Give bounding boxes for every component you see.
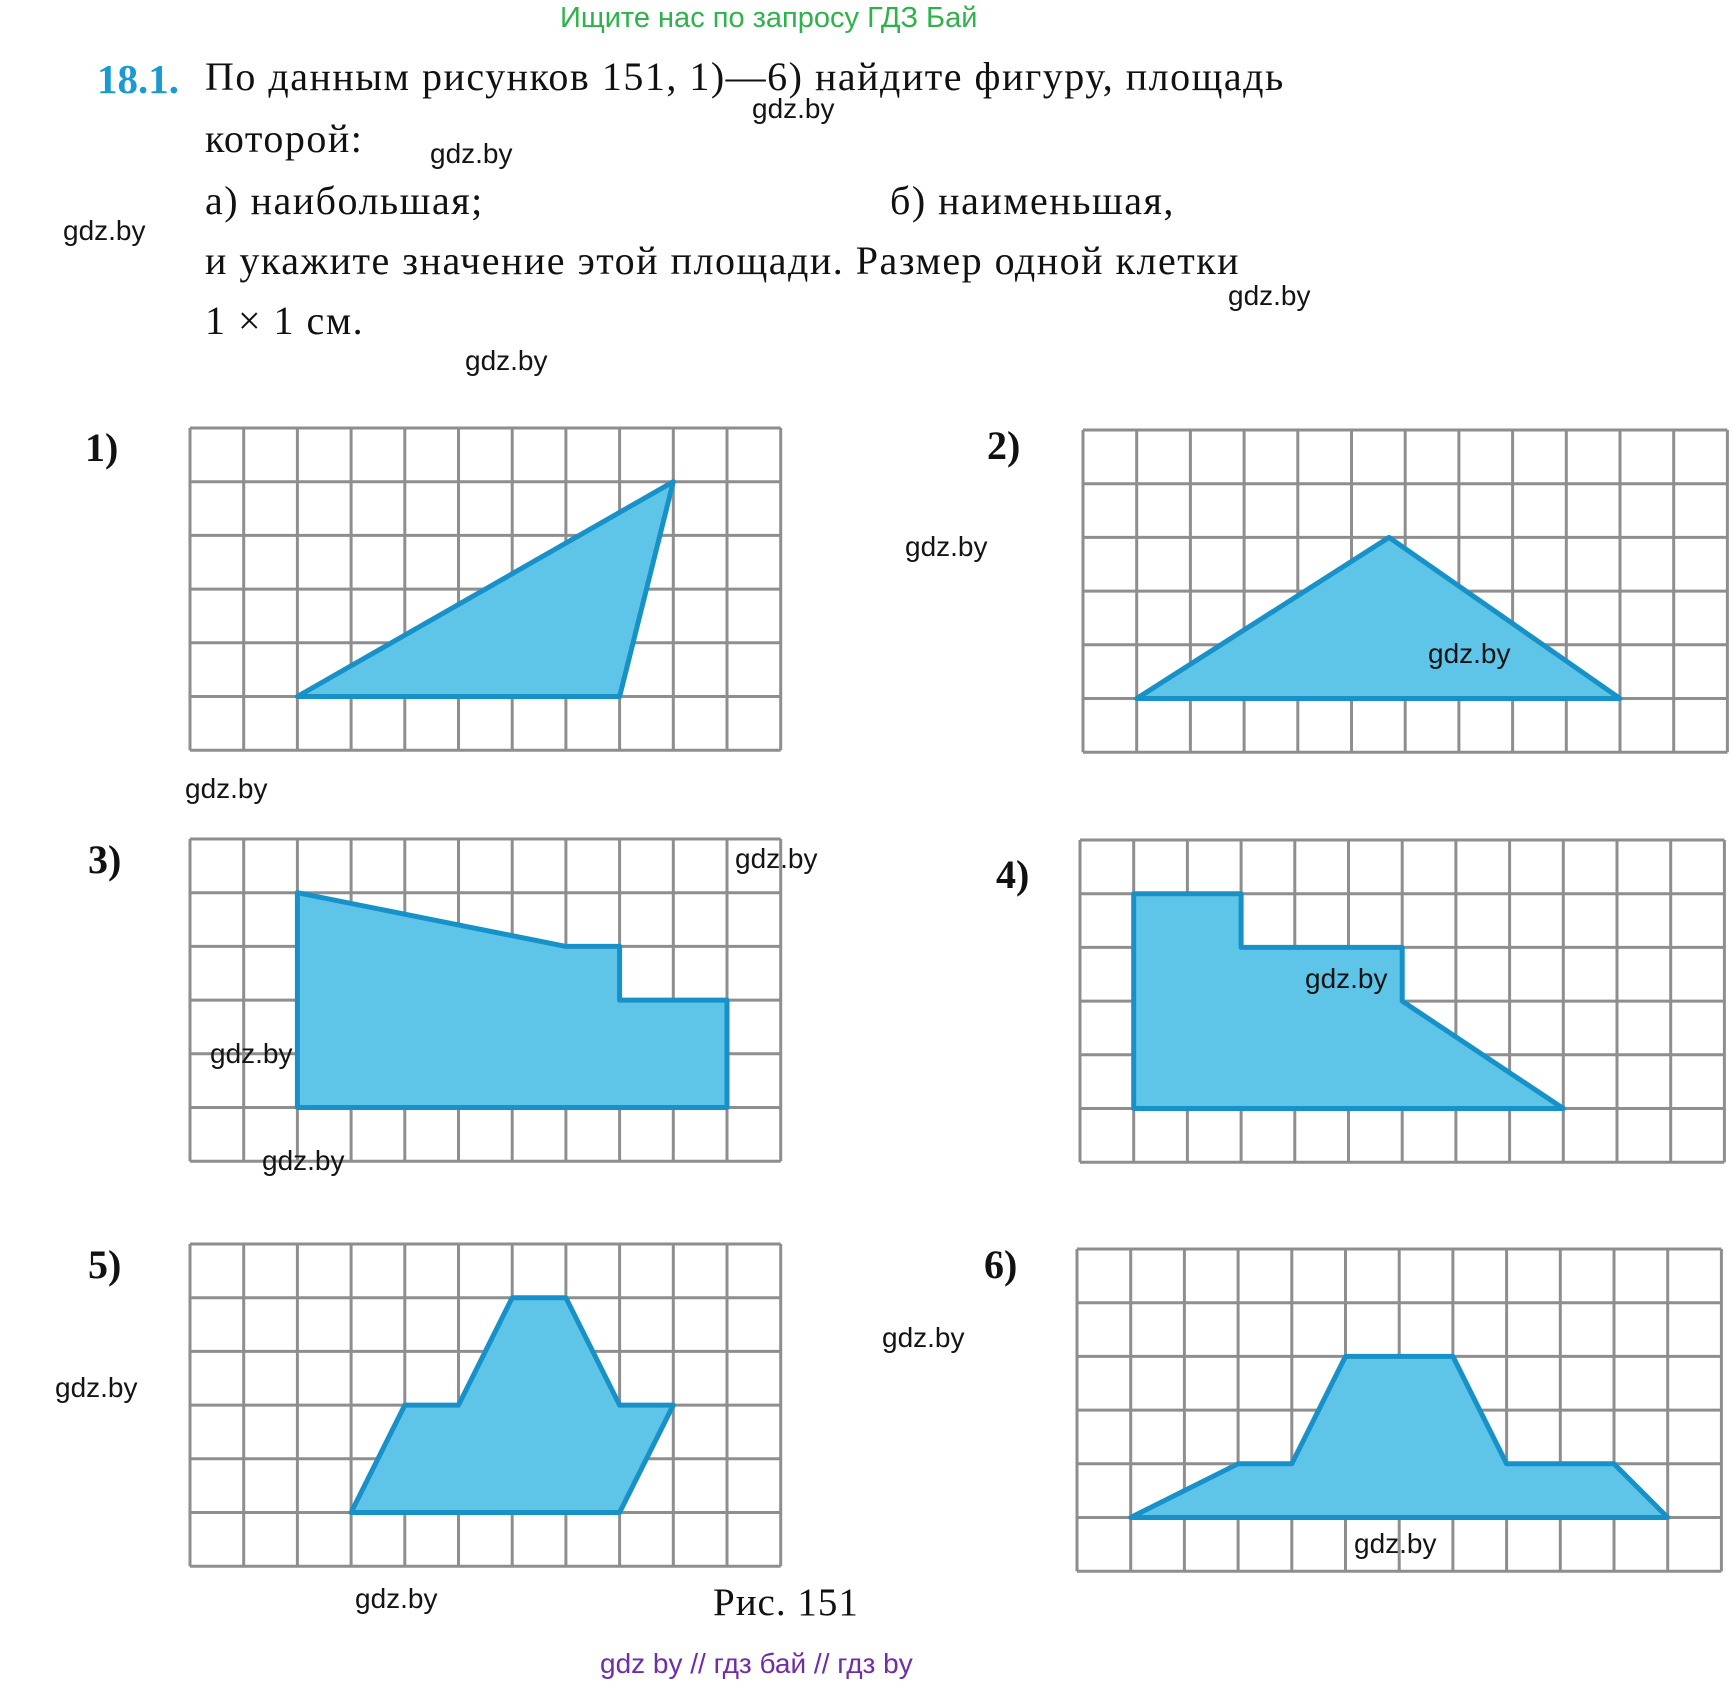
promo-banner: Ищите нас по запросу ГДЗ Бай [560,2,978,34]
figure-2-polygon [1134,534,1623,701]
problem-number: 18.1. [97,56,179,102]
problem-text-line-1: По данным рисунков 151, 1)—6) найдите фи… [205,54,1285,99]
figure-4-grid [1078,838,1726,1164]
figure-2-label: 2) [987,423,1021,468]
gdz-watermark: gdz.by [355,1583,438,1614]
figure-1-label: 1) [85,425,119,470]
figure-6-grid [1075,1247,1723,1573]
gdz-watermark: gdz.by [210,1038,293,1069]
figure-caption: Рис. 151 [713,1581,859,1624]
problem-option-b: б) наименьшая, [890,178,1175,223]
figure-1-polygon [294,479,676,699]
gdz-watermark: gdz.by [1305,963,1388,994]
gdz-watermark: gdz.by [1354,1528,1437,1559]
figure-1-grid [188,426,783,752]
gdz-watermark: gdz.by [1428,638,1511,669]
problem-text-line-2: которой: [205,116,364,161]
gdz-watermark: gdz.by [735,843,818,874]
figure-3-polygon [294,890,730,1110]
figure-6-polygon [1128,1353,1671,1520]
figure-3-label: 3) [88,837,122,882]
figure-3-grid [188,837,783,1163]
gdz-watermark: gdz.by [905,531,988,562]
problem-text-line-5: 1 × 1 см. [205,298,365,343]
gdz-watermark: gdz.by [882,1322,965,1353]
figure-5-label: 5) [88,1242,122,1287]
gdz-watermark: gdz.by [752,93,835,124]
gdz-watermark: gdz.by [55,1372,138,1403]
figure-6-label: 6) [984,1242,1018,1287]
figure-5-grid [188,1242,783,1568]
figure-4-label: 4) [996,852,1030,897]
problem-text-line-4: и укажите значение этой площади. Размер … [205,238,1241,283]
problem-option-a: а) наибольшая; [205,178,484,223]
gdz-watermark: gdz.by [185,773,268,804]
gdz-watermark: gdz.by [63,215,146,246]
figure-2-grid [1081,428,1729,754]
gdz-watermark: gdz.by [465,345,548,376]
gdz-watermark: gdz.by [262,1145,345,1176]
gdz-watermark: gdz.by [1228,280,1311,311]
gdz-watermark: gdz.by [430,138,513,169]
figure-4-polygon [1131,891,1566,1111]
figure-5-polygon [348,1295,676,1515]
footer-watermark: gdz by // гдз бай // гдз by [600,1648,913,1679]
